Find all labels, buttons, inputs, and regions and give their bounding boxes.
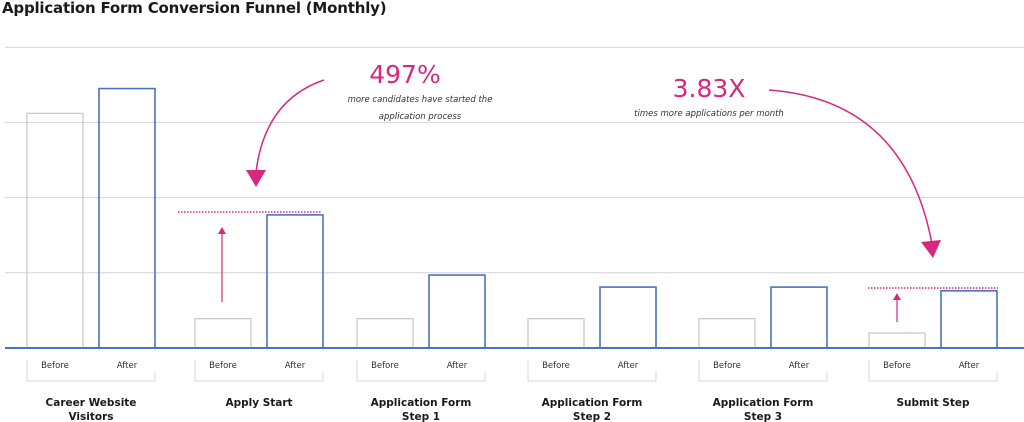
tick-label: Before (883, 361, 911, 371)
tick-label: After (447, 361, 468, 371)
curved-arrow (768, 89, 933, 245)
bar-before (868, 332, 926, 349)
category-label: Step 3 (744, 411, 782, 422)
category-label: Career Website (46, 397, 137, 409)
annotation-text: application process (379, 112, 462, 122)
bracket (26, 360, 156, 382)
category-label: Step 2 (573, 411, 611, 422)
tick-label: Before (209, 361, 237, 371)
bracket (868, 360, 998, 382)
arrow-head-icon (921, 240, 941, 258)
bracket (356, 360, 486, 382)
category-label: Application Form (713, 397, 814, 409)
category-label: Submit Step (897, 397, 970, 409)
arrow-head-icon (246, 170, 266, 187)
tick-label: Before (542, 361, 570, 371)
category-label: Application Form (371, 397, 472, 409)
bar-after (940, 290, 998, 349)
category-label: Application Form (542, 397, 643, 409)
bracket (698, 360, 828, 382)
tick-label: After (789, 361, 810, 371)
bar-before (26, 112, 84, 349)
tick-label: Before (713, 361, 741, 371)
bar-after (98, 87, 156, 349)
annotation-text: times more applications per month (634, 109, 784, 119)
tick-label: Before (371, 361, 399, 371)
bar-before (527, 318, 585, 349)
curved-arrow (255, 79, 325, 173)
bar-before (194, 318, 252, 349)
up-arrow-head-icon (218, 227, 226, 234)
category-label: Visitors (68, 411, 113, 422)
chart-title: Application Form Conversion Funnel (Mont… (2, 0, 387, 17)
bar-after (770, 286, 828, 349)
tick-label: After (285, 361, 306, 371)
bar-before (698, 318, 756, 349)
bar-after (599, 286, 657, 349)
annotation-value: 3.83X (673, 74, 746, 103)
category-label: Apply Start (225, 397, 292, 409)
tick-label: After (618, 361, 639, 371)
annotation-text: more candidates have started the (348, 95, 493, 105)
annotation-value: 497% (369, 60, 440, 89)
tick-label: After (117, 361, 138, 371)
bracket (194, 360, 324, 382)
bar-before (356, 318, 414, 349)
bar-after (266, 214, 324, 349)
bar-after (428, 274, 486, 349)
bracket (527, 360, 657, 382)
category-label: Step 1 (402, 411, 440, 422)
tick-label: After (959, 361, 980, 371)
up-arrow-head-icon (893, 293, 901, 300)
tick-label: Before (41, 361, 69, 371)
